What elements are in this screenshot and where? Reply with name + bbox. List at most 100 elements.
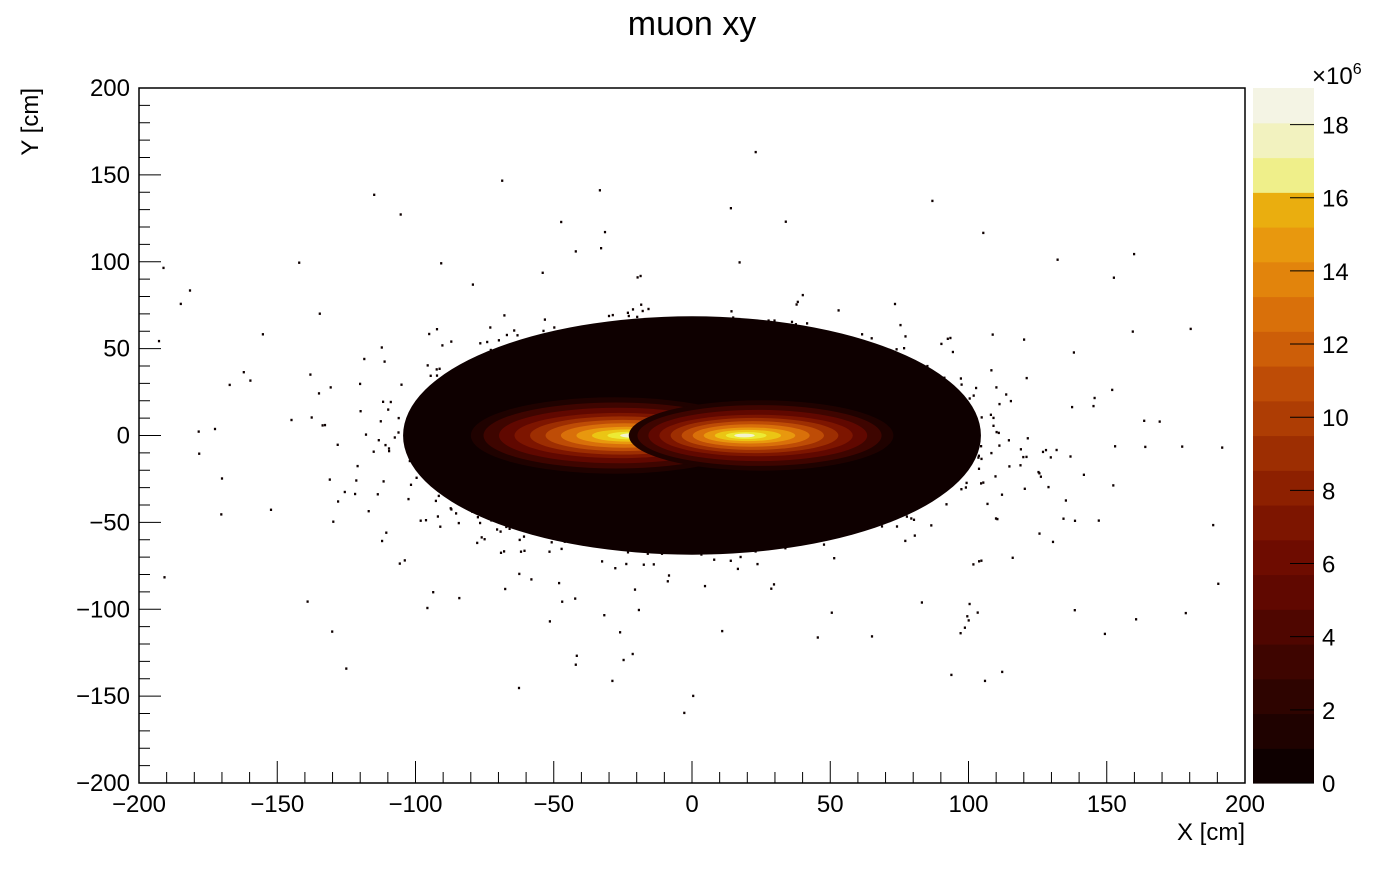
outlier-point [497,339,500,342]
outlier-point [1000,493,1004,496]
outlier-point [1011,556,1014,559]
outlier-point [1072,351,1075,354]
outlier-point [437,494,440,498]
outlier-point [990,451,993,455]
outlier-point [397,416,400,420]
outlier-point [893,302,897,306]
outlier-point [633,588,637,591]
colorbar-swatch [1253,539,1314,576]
outlier-point [1217,582,1220,585]
outlier-point [1039,475,1042,478]
outlier-point [992,416,995,420]
colorbar-tick-label: 8 [1322,478,1335,505]
y-tick-label: −50 [89,509,130,536]
outlier-point [387,408,390,411]
outlier-point [756,562,759,566]
outlier-point [1038,472,1041,475]
colorbar-swatch [1253,609,1314,645]
outlier-point [548,550,551,553]
outlier-point [1158,420,1161,423]
colorbar-swatch [1253,157,1314,193]
outlier-point [913,534,916,537]
outlier-point [1064,499,1067,502]
outlier-point [795,303,798,306]
x-tick-label: 200 [1225,791,1265,818]
outlier-point [977,456,980,459]
outlier-point [998,444,1001,447]
outlier-point [870,635,874,638]
outlier-point [931,199,934,203]
outlier-point [385,531,388,534]
colorbar-swatch [1253,713,1314,749]
outlier-point [345,667,348,670]
outlier-point [975,386,978,390]
colorbar-swatch [1253,296,1314,332]
outlier-point [966,615,969,618]
outlier-point [959,377,962,380]
outlier-point [895,525,899,528]
outlier-point [729,207,732,210]
outlier-point [626,311,629,314]
outlier-point [1212,523,1215,527]
colorbar-swatch [1253,261,1314,298]
outlier-point [972,563,975,566]
outlier-point [912,518,916,521]
colorbar-multiplier-exponent: 6 [1353,61,1362,78]
y-tick-label: 100 [90,249,130,276]
outlier-point [1019,448,1022,451]
outlier-point [321,424,324,427]
y-tick-label: 0 [117,423,130,450]
outlier-point [179,302,182,306]
outlier-point [1037,470,1040,474]
outlier-point [736,567,739,571]
outlier-point [242,371,245,374]
outlier-point [994,517,998,520]
outlier-point [636,276,639,279]
outlier-point [950,673,953,677]
outlier-point [816,636,819,639]
colorbar-multiplier: ×106 [1312,61,1362,90]
x-axis: −200 −150 −100 −50 0 50 100 150 200 [112,761,1265,818]
outlier-point [471,283,474,286]
outlier-point [1051,540,1055,544]
outlier-point [945,503,948,506]
outlier-point [513,329,516,332]
outlier-point [337,500,340,503]
outlier-point [438,367,441,370]
outlier-point [399,213,402,216]
x-tick-label: −200 [112,791,166,818]
x-axis-label: X [cm] [1177,819,1245,846]
colorbar-swatch [1253,505,1314,541]
outlier-point [995,430,998,434]
outlier-point [188,289,192,292]
outlier-point [968,602,971,606]
outlier-point [627,314,630,318]
outlier-point [354,492,357,496]
outlier-point [631,652,634,656]
outlier-point [1103,632,1106,636]
outlier-point [1143,419,1146,422]
outlier-point [518,538,521,542]
outlier-point [409,483,413,486]
outlier-point [198,452,201,455]
colorbar-swatch [1253,227,1314,263]
outlier-point [1023,338,1026,341]
outlier-point [926,364,929,368]
colorbar-tick-label: 2 [1322,698,1335,725]
outlier-point [1025,455,1028,459]
colorbar-swatch [1253,644,1314,680]
outlier-point [601,560,604,563]
outlier-point [790,320,794,324]
outlier-point [880,525,884,528]
x-tick-label: 50 [817,791,844,818]
outlier-point [652,563,655,566]
outlier-point [625,562,628,566]
outlier-point [980,445,983,448]
outlier-point [1008,465,1011,468]
outlier-point [930,524,933,527]
outlier-point [1112,276,1115,279]
outlier-point [1026,437,1029,440]
outlier-point [519,550,523,553]
outlier-point [977,454,980,457]
outlier-point [959,632,962,635]
